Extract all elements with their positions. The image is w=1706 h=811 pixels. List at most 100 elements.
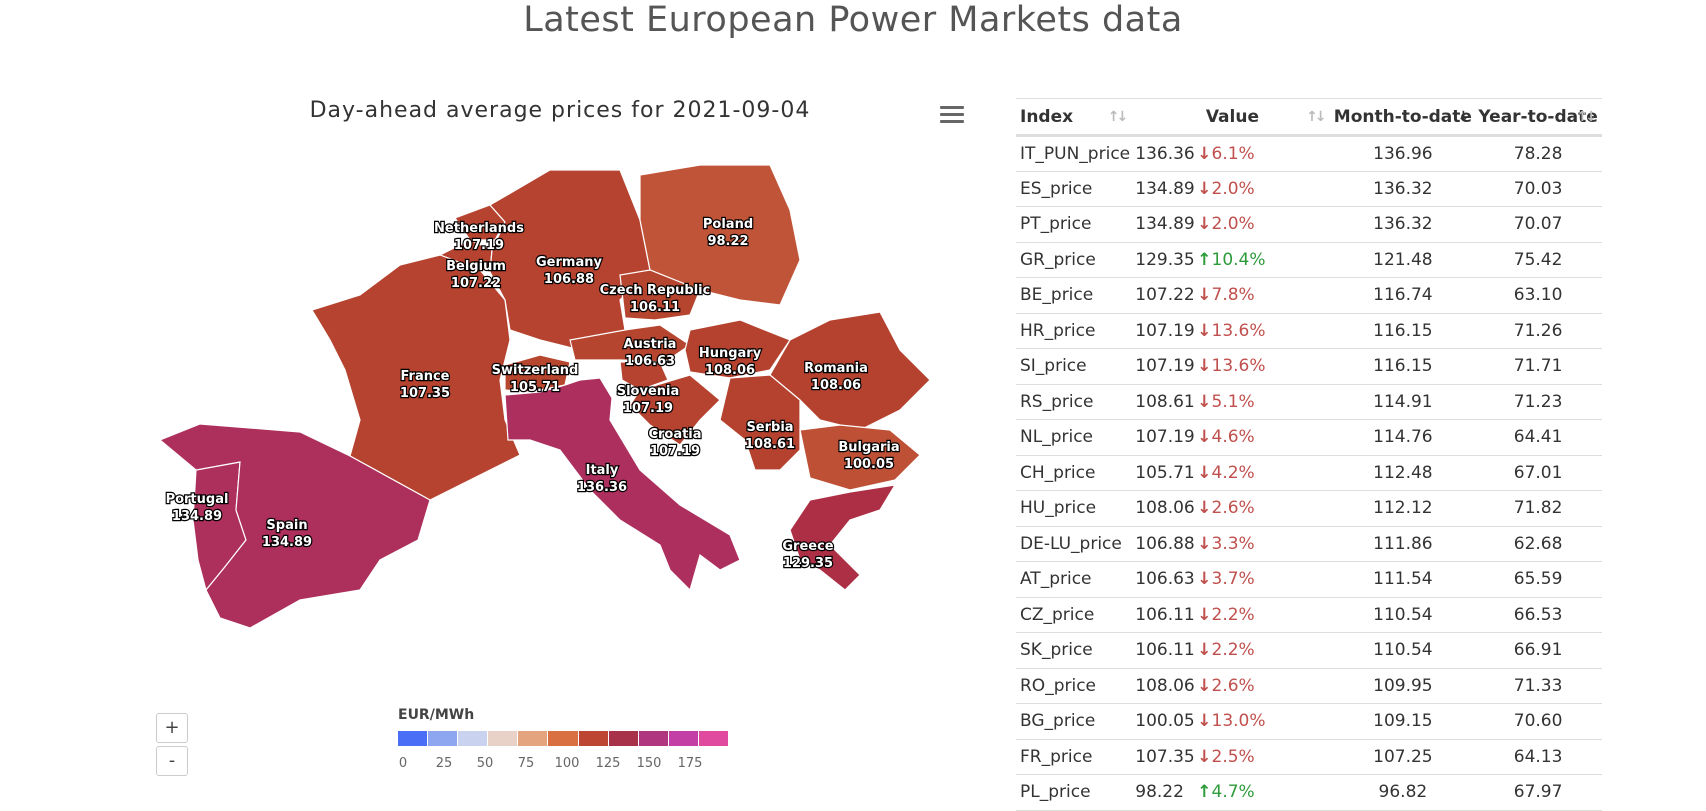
cell-year-to-date: 71.33 <box>1474 668 1602 704</box>
sort-desc-icon[interactable]: ↓ <box>1457 109 1469 125</box>
map-region-netherlands[interactable] <box>454 204 506 241</box>
map-label-value: 107.22 <box>451 276 501 291</box>
map-label-name: Germany <box>536 255 602 270</box>
cell-index: NL_price <box>1016 419 1134 456</box>
change-indicator: ↓5.1% <box>1197 392 1254 412</box>
table-row[interactable]: HU_price 108.06 ↓2.6% 112.12 71.82 <box>1016 490 1602 527</box>
column-header-year-to-date[interactable]: Year-to-date ↑↓ <box>1474 99 1602 136</box>
map-region-serbia[interactable] <box>719 374 801 471</box>
cell-value: 100.05 ↓13.0% <box>1133 703 1332 740</box>
map-label-name: Czech Republic <box>600 283 711 298</box>
arrow-down-icon: ↓ <box>1197 214 1212 235</box>
table-row[interactable]: BE_price 107.22 ↓7.8% 116.74 63.10 <box>1016 277 1602 314</box>
column-header-index[interactable]: Index ↑↓ <box>1016 99 1133 136</box>
cell-month-to-date: 107.25 <box>1331 739 1475 775</box>
change-percent: 2.5% <box>1211 746 1255 767</box>
map-label-value: 98.22 <box>707 234 748 249</box>
table-row[interactable]: DE-LU_price 106.88 ↓3.3% 111.86 62.68 <box>1016 526 1602 562</box>
cell-month-to-date: 112.12 <box>1331 490 1475 527</box>
table-row[interactable]: ES_price 134.89 ↓2.0% 136.32 70.03 <box>1016 171 1602 207</box>
column-header-mtd-label: Month-to-date <box>1333 106 1472 127</box>
sort-arrows-icon[interactable]: ↑↓ <box>1306 109 1327 125</box>
map-region-croatia[interactable] <box>629 374 721 446</box>
cell-year-to-date: 70.03 <box>1474 171 1602 207</box>
arrow-down-icon: ↓ <box>1197 391 1212 412</box>
cell-index: GR_price <box>1016 242 1134 278</box>
cell-index: CH_price <box>1016 455 1134 491</box>
cell-index: CZ_price <box>1016 597 1134 633</box>
map-region-spain[interactable] <box>158 423 431 629</box>
table-row[interactable]: SK_price 106.11 ↓2.2% 110.54 66.91 <box>1016 632 1602 669</box>
legend-tick-label: 25 <box>435 756 453 771</box>
cell-value-number: 107.22 <box>1135 285 1195 306</box>
zoom-out-button[interactable]: - <box>156 746 188 776</box>
map-region-poland[interactable] <box>639 164 801 306</box>
column-header-value[interactable]: Value ↑↓ <box>1133 99 1331 136</box>
arrow-down-icon: ↓ <box>1197 320 1212 341</box>
map-label-value: 107.19 <box>454 238 504 253</box>
map-region-greece[interactable] <box>789 484 897 591</box>
cell-month-to-date: 114.91 <box>1331 384 1475 420</box>
map-region-hungary[interactable] <box>684 319 791 379</box>
table-row[interactable]: CZ_price 106.11 ↓2.2% 110.54 66.53 <box>1016 597 1602 633</box>
table-row[interactable]: SI_price 107.19 ↓13.6% 116.15 71.71 <box>1016 348 1602 385</box>
cell-value: 107.19 ↓13.6% <box>1133 348 1332 385</box>
hamburger-menu-icon[interactable] <box>940 106 964 126</box>
map-title: Day-ahead average prices for 2021-09-04 <box>309 98 811 123</box>
cell-value-number: 107.19 <box>1135 427 1195 448</box>
map-region-france[interactable] <box>311 254 521 501</box>
cell-year-to-date: 71.26 <box>1474 313 1602 349</box>
table-row[interactable]: RO_price 108.06 ↓2.6% 109.95 71.33 <box>1016 668 1602 704</box>
map-region-slovenia[interactable] <box>619 361 669 391</box>
table-row[interactable]: BG_price 100.05 ↓13.0% 109.15 70.60 <box>1016 703 1602 740</box>
cell-value-number: 108.61 <box>1135 391 1195 412</box>
change-percent: 13.6% <box>1211 356 1266 377</box>
table-row[interactable]: GR_price 129.35 ↑10.4% 121.48 75.42 <box>1016 242 1602 278</box>
table-row[interactable]: HR_price 107.19 ↓13.6% 116.15 71.26 <box>1016 313 1602 349</box>
legend-title: EUR/MWh <box>398 707 475 723</box>
sort-arrows-icon[interactable]: ↑↓ <box>1576 109 1598 125</box>
table-row[interactable]: NL_price 107.19 ↓4.6% 114.76 64.41 <box>1016 419 1602 456</box>
column-header-index-label: Index <box>1020 106 1074 127</box>
map-label-value: 134.89 <box>172 509 222 524</box>
map-label-name: Netherlands <box>434 221 524 236</box>
table-row[interactable]: FR_price 107.35 ↓2.5% 107.25 64.13 <box>1016 739 1602 775</box>
table-row[interactable]: IT_PUN_price 136.36 ↓6.1% 136.96 78.28 <box>1016 135 1602 172</box>
cell-month-to-date: 136.32 <box>1331 171 1475 207</box>
map-label-value: 108.06 <box>705 363 755 378</box>
cell-year-to-date: 66.91 <box>1474 632 1602 669</box>
legend-tick-label: 100 <box>554 756 580 771</box>
page-title: Latest European Power Markets data <box>523 0 1183 40</box>
map-region-italy[interactable] <box>504 377 741 592</box>
table-row[interactable]: AT_price 106.63 ↓3.7% 111.54 65.59 <box>1016 561 1602 598</box>
table-row[interactable]: PT_price 134.89 ↓2.0% 136.32 70.07 <box>1016 206 1602 243</box>
table-body: IT_PUN_price 136.36 ↓6.1% 136.96 78.28 ES_pri… <box>1016 135 1602 811</box>
cell-value: 106.11 ↓2.2% <box>1133 632 1332 669</box>
column-header-month-to-date[interactable]: Month-to-date ↓ <box>1332 99 1475 136</box>
arrow-down-icon: ↓ <box>1197 427 1212 448</box>
change-indicator: ↓2.2% <box>1197 640 1254 660</box>
cell-value: 136.36 ↓6.1% <box>1133 135 1332 172</box>
arrow-down-icon: ↓ <box>1197 569 1212 590</box>
map-region-czech-republic[interactable] <box>619 269 701 321</box>
map-label-name: Switzerland <box>492 363 579 378</box>
cell-value-number: 106.11 <box>1135 640 1195 661</box>
arrow-down-icon: ↓ <box>1197 746 1212 767</box>
sort-arrows-icon[interactable]: ↑↓ <box>1107 109 1129 125</box>
map-label-name: Belgium <box>446 259 506 274</box>
change-percent: 5.1% <box>1211 391 1255 412</box>
map-region-bulgaria[interactable] <box>799 424 921 491</box>
cell-year-to-date: 65.59 <box>1474 561 1602 598</box>
table-row[interactable]: CH_price 105.71 ↓4.2% 112.48 67.01 <box>1016 455 1602 491</box>
table-row[interactable]: PL_price 98.22 ↑4.7% 96.82 67.97 <box>1016 774 1602 811</box>
cell-value: 108.06 ↓2.6% <box>1133 668 1332 704</box>
table-row[interactable]: RS_price 108.61 ↓5.1% 114.91 71.23 <box>1016 384 1602 420</box>
cell-value-number: 134.89 <box>1135 178 1195 199</box>
cell-year-to-date: 71.71 <box>1474 348 1602 385</box>
cell-year-to-date: 62.68 <box>1474 526 1602 562</box>
cell-year-to-date: 67.97 <box>1474 774 1602 811</box>
change-indicator: ↓13.0% <box>1197 711 1265 731</box>
europe-map[interactable]: Netherlands 107.19 Belgium 107.22 Germany 106… <box>0 0 1000 700</box>
map-region-austria[interactable] <box>569 324 692 363</box>
zoom-in-button[interactable]: + <box>156 713 188 743</box>
